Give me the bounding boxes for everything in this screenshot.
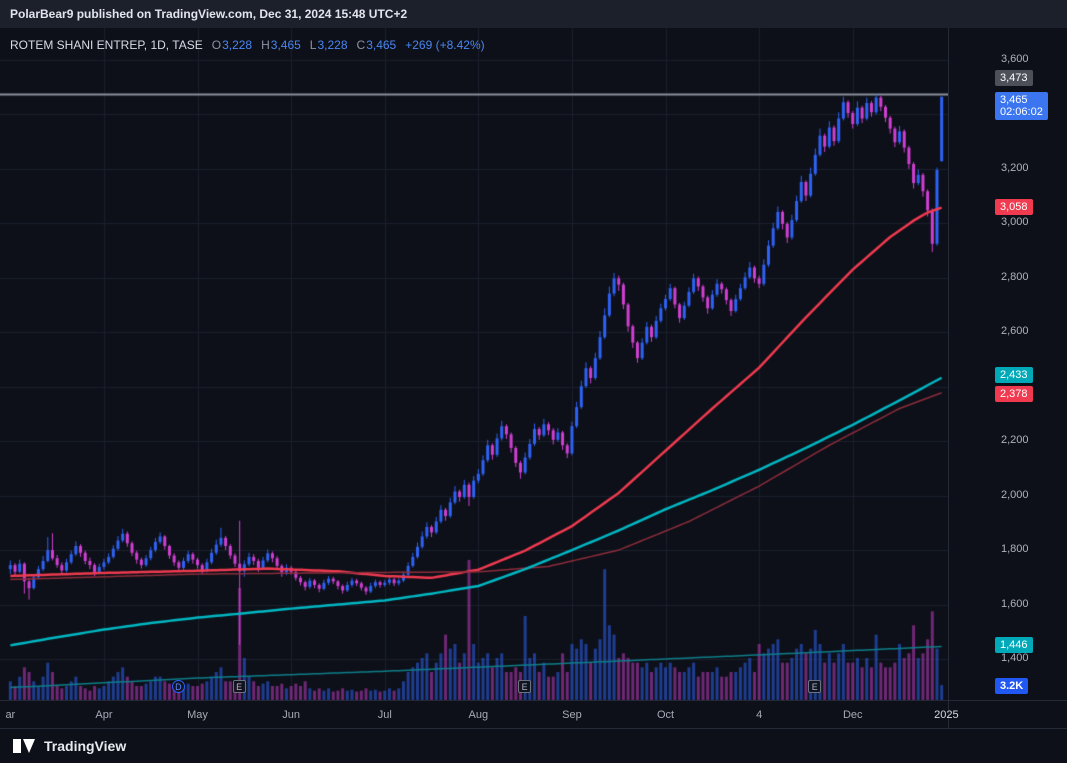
chart-area: ROTEM SHANI ENTREP, 1D, TASE O 3,228 H 3,4… bbox=[0, 28, 1067, 728]
bar-countdown: 02:06:02 bbox=[1000, 105, 1043, 118]
price-tick-label: 3,600 bbox=[1001, 53, 1029, 65]
publish-text: PolarBear9 published on TradingView.com,… bbox=[10, 7, 408, 21]
symbol-title[interactable]: ROTEM SHANI ENTREP, 1D, TASE bbox=[10, 38, 203, 52]
tradingview-logo-icon[interactable] bbox=[12, 738, 36, 754]
price-tick-label: 3,200 bbox=[1001, 161, 1029, 174]
ohlc-close: C 3,465 bbox=[356, 38, 397, 52]
time-tick-label: 4 bbox=[756, 709, 763, 721]
gray-price-badge: 3,473 bbox=[995, 69, 1033, 86]
earnings-marker[interactable]: E bbox=[808, 680, 822, 693]
axis-badge-value: 1,446 bbox=[1000, 639, 1028, 652]
price-tick-label: 2,600 bbox=[1001, 325, 1029, 338]
tradingview-brand[interactable]: TradingView bbox=[44, 738, 127, 754]
price-tick-label: 1,600 bbox=[1001, 597, 1029, 610]
price-chart-canvas[interactable] bbox=[0, 28, 948, 728]
ohlc-high: H 3,465 bbox=[261, 38, 301, 52]
price-tick-label: 3,000 bbox=[1001, 216, 1029, 229]
change-value: +269 (+8.42%) bbox=[405, 38, 485, 52]
dividend-marker[interactable]: D bbox=[171, 680, 185, 693]
time-tick-label: May bbox=[187, 709, 208, 721]
time-tick-label: Aug bbox=[468, 709, 489, 721]
price-tick-label: 2,000 bbox=[1001, 488, 1029, 501]
axis-badge-value: 3,058 bbox=[1000, 200, 1028, 213]
price-axis[interactable]: 3,600 3,200 3,000 2,800 2,600 2,200 2,000 1,800… bbox=[948, 28, 1067, 728]
time-tick-label: Apr bbox=[95, 709, 113, 721]
time-tick-label: Dec bbox=[842, 709, 863, 721]
teal-price-badge: 1,446 bbox=[995, 637, 1033, 654]
price-tick-label: 2,800 bbox=[1001, 270, 1029, 283]
price-tick-label: 1,400 bbox=[1001, 651, 1029, 664]
price-tick-label: 2,200 bbox=[1001, 434, 1029, 447]
time-axis[interactable]: ar Apr May Jun Jul Aug Sep Oct 4 Dec 2025 bbox=[0, 700, 1067, 728]
red-price-badge: 3,058 bbox=[995, 198, 1033, 215]
axis-badge-value: 2,433 bbox=[1000, 368, 1028, 381]
teal-price-badge: 2,433 bbox=[995, 366, 1033, 383]
time-tick-label: Sep bbox=[562, 709, 582, 721]
ohlc-open: O 3,228 bbox=[211, 38, 253, 52]
axis-badge-value: 3,473 bbox=[1000, 71, 1028, 84]
publish-bar: PolarBear9 published on TradingView.com,… bbox=[0, 0, 1067, 28]
price-tick-label: 1,800 bbox=[1001, 543, 1029, 556]
last-price-label: 3,465 bbox=[1000, 93, 1028, 106]
red-price-badge: 2,378 bbox=[995, 385, 1033, 402]
earnings-marker[interactable]: E bbox=[518, 680, 532, 693]
earnings-marker[interactable]: E bbox=[232, 680, 246, 693]
volume-price-badge: 3.2K bbox=[995, 678, 1029, 694]
time-tick-label: Jun bbox=[282, 709, 300, 721]
time-tick-label: 2025 bbox=[934, 709, 959, 721]
ohlc-low: L 3,228 bbox=[309, 38, 348, 52]
time-tick-label: Jul bbox=[377, 709, 392, 721]
symbol-legend: ROTEM SHANI ENTREP, 1D, TASE O 3,228 H 3,4… bbox=[10, 38, 485, 52]
time-tick-label: Oct bbox=[656, 709, 675, 721]
axis-badge-value: 3.2K bbox=[1000, 680, 1024, 692]
time-tick-label: ar bbox=[5, 709, 16, 721]
axis-badge-value: 2,378 bbox=[1000, 387, 1028, 400]
last-price-badge: 3,465 02:06:02 bbox=[995, 91, 1048, 120]
footer-bar: TradingView bbox=[0, 728, 1067, 763]
